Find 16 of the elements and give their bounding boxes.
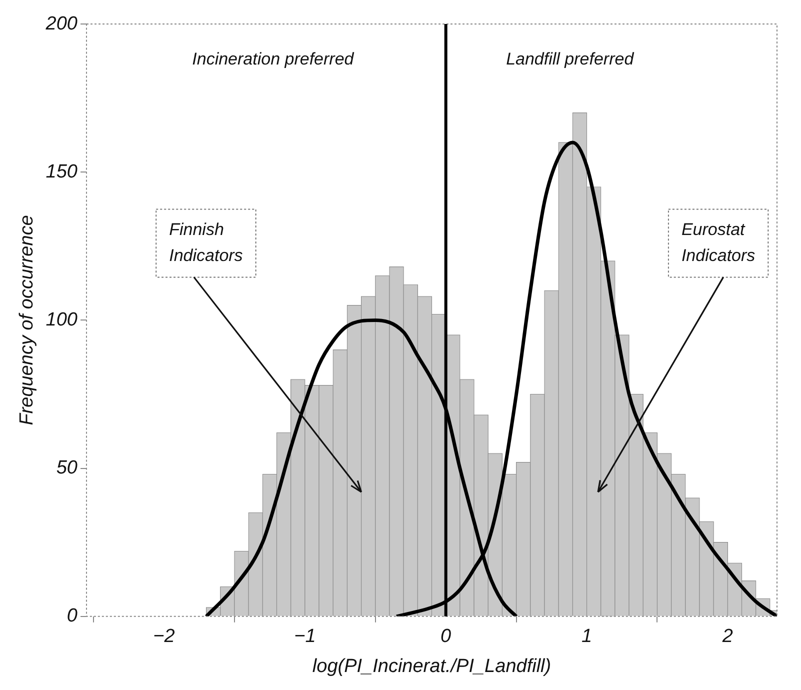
annotation: Landfill preferred	[506, 50, 634, 69]
y-tick-label: 200	[44, 13, 78, 34]
y-tick-label: 150	[46, 161, 78, 182]
x-tick-label: 2	[721, 626, 734, 648]
x-tick-label: 0	[440, 626, 452, 648]
y-tick-label: 50	[56, 458, 78, 479]
x-tick-label: −1	[294, 626, 316, 648]
x-axis-title: log(PI_Incinerat./PI_Landfill)	[312, 656, 552, 677]
y-axis-title: Frequency of occurrence	[16, 215, 38, 426]
annotation: Eurostat Indicators	[681, 220, 756, 265]
annotation: Finnish Indicators	[169, 220, 244, 265]
annotation: Incineration preferred	[192, 50, 354, 69]
x-tick-label: −2	[153, 626, 176, 648]
y-tick-label: 100	[46, 309, 78, 330]
x-tick-label: 1	[581, 626, 592, 648]
y-tick-label: 0	[66, 606, 78, 627]
